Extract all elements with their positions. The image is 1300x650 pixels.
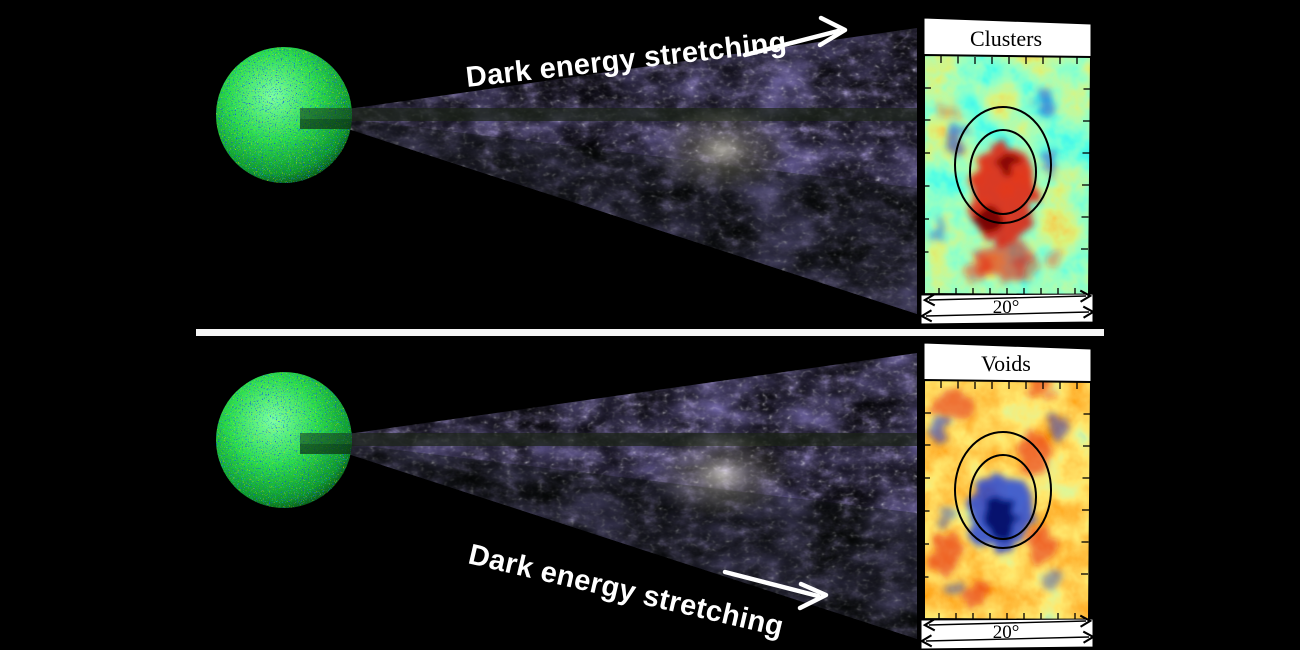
svg-text:Voids: Voids bbox=[981, 351, 1031, 376]
svg-text:Clusters: Clusters bbox=[970, 26, 1042, 51]
